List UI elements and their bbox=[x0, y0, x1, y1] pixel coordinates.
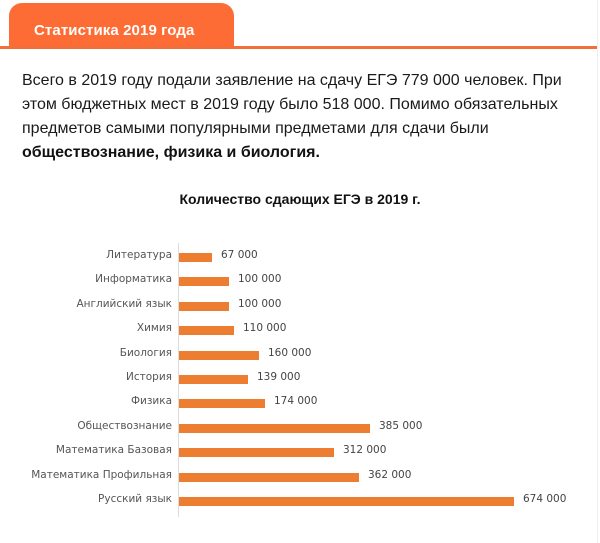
chart-row: Физика 174 000 bbox=[0, 391, 600, 415]
category-label: Математика Базовая bbox=[55, 444, 172, 457]
bar bbox=[179, 253, 212, 262]
category-label: Биология bbox=[119, 346, 172, 359]
bar bbox=[179, 448, 334, 458]
intro-text: Всего в 2019 году подали заявление на сд… bbox=[22, 72, 562, 137]
category-label: Физика bbox=[130, 395, 172, 408]
intro-paragraph: Всего в 2019 году подали заявление на сд… bbox=[22, 69, 592, 165]
value-label: 67 000 bbox=[221, 249, 258, 261]
bar bbox=[179, 326, 234, 336]
bar bbox=[179, 350, 259, 360]
value-label: 674 000 bbox=[523, 493, 567, 505]
chart-row: Английский язык 100 000 bbox=[0, 294, 600, 318]
bar bbox=[179, 423, 370, 433]
section-tab-label: Статистика 2019 года bbox=[34, 22, 195, 39]
value-label: 362 000 bbox=[368, 468, 412, 481]
value-label: 312 000 bbox=[343, 444, 387, 457]
tab-underline bbox=[0, 46, 597, 49]
chart-y-axis bbox=[178, 243, 179, 517]
chart-row: Биология 160 000 bbox=[0, 343, 600, 367]
category-label: Обществознание bbox=[77, 419, 172, 432]
category-label: Химия bbox=[136, 322, 172, 335]
chart-row: Обществознание 385 000 bbox=[0, 416, 600, 440]
value-label: 174 000 bbox=[274, 395, 318, 408]
section-tab: Статистика 2019 года bbox=[9, 3, 234, 49]
bar bbox=[179, 497, 514, 506]
bar bbox=[179, 399, 265, 409]
chart-row: Математика Базовая 312 000 bbox=[0, 440, 600, 464]
value-label: 160 000 bbox=[268, 346, 312, 359]
value-label: 385 000 bbox=[379, 419, 423, 432]
bar bbox=[179, 277, 229, 287]
chart-row: Математика Профильная 362 000 bbox=[0, 465, 600, 489]
value-label: 139 000 bbox=[257, 371, 301, 383]
category-label: Литература bbox=[106, 249, 172, 261]
value-label: 110 000 bbox=[243, 322, 287, 335]
category-label: Информатика bbox=[95, 273, 172, 286]
category-label: Математика Профильная bbox=[31, 468, 172, 481]
chart-title: Количество сдающих ЕГЭ в 2019 г. bbox=[179, 191, 421, 207]
category-label: Русский язык bbox=[98, 493, 172, 505]
value-label: 100 000 bbox=[238, 297, 282, 310]
frame-border bbox=[597, 0, 598, 543]
value-label: 100 000 bbox=[238, 273, 282, 286]
bar bbox=[179, 375, 248, 384]
bar bbox=[179, 301, 229, 311]
chart-row: Информатика 100 000 bbox=[0, 269, 600, 293]
chart-row: Литература 67 000 bbox=[0, 245, 600, 269]
chart-row: Русский язык 674 000 bbox=[0, 489, 600, 513]
chart-row: Химия 110 000 bbox=[0, 318, 600, 342]
category-label: Английский язык bbox=[76, 297, 172, 310]
bar bbox=[179, 472, 359, 482]
intro-bold-subjects: обществознание, физика и биология. bbox=[22, 144, 320, 161]
category-label: История bbox=[126, 371, 172, 383]
chart-row: История 139 000 bbox=[0, 367, 600, 391]
